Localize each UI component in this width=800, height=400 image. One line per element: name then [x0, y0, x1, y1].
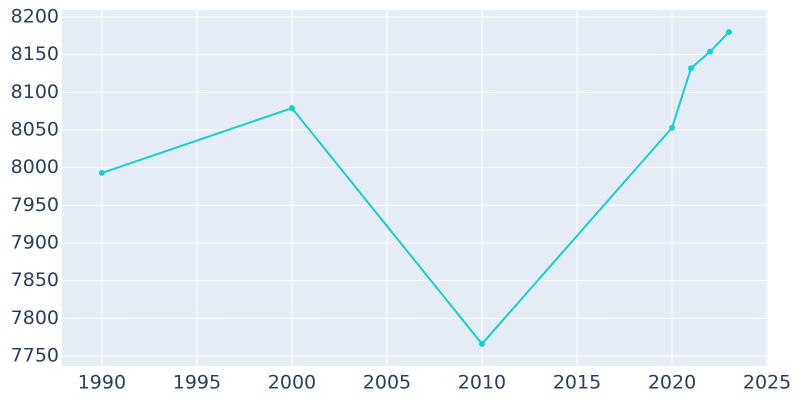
y-tick-label: 7950 — [11, 194, 59, 216]
x-tick-label: 2020 — [648, 372, 696, 394]
y-tick-label: 8050 — [11, 118, 59, 140]
y-tick-label: 8100 — [11, 81, 59, 103]
y-tick-label: 7800 — [11, 307, 59, 329]
point — [478, 340, 485, 347]
point — [98, 169, 105, 176]
point — [669, 124, 676, 131]
point — [726, 29, 733, 36]
y-tick-label: 8150 — [11, 43, 59, 65]
y-tick-label: 7750 — [11, 344, 59, 366]
y-tick-label: 7900 — [11, 231, 59, 253]
x-tick-label: 2000 — [268, 372, 316, 394]
x-tick-label: 1990 — [78, 372, 126, 394]
y-tick-label: 8200 — [11, 6, 59, 28]
x-tick-label: 2015 — [553, 372, 601, 394]
x-tick-label: 2010 — [458, 372, 506, 394]
point — [288, 105, 295, 112]
x-tick-label: 2005 — [363, 372, 411, 394]
point — [707, 48, 714, 55]
x-tick-label: 2025 — [743, 372, 791, 394]
plot-area — [62, 10, 768, 366]
point — [688, 65, 695, 72]
y-tick-label: 7850 — [11, 269, 59, 291]
y-tick-label: 8000 — [11, 156, 59, 178]
x-tick-label: 1995 — [173, 372, 221, 394]
